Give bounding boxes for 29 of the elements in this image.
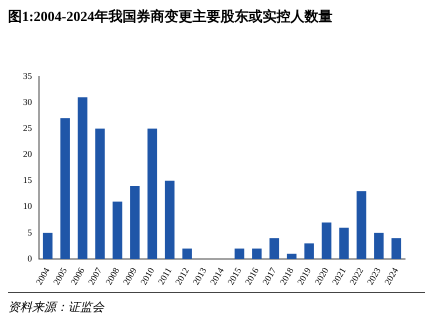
y-tick-label: 10	[23, 201, 32, 212]
bar	[234, 248, 244, 260]
bar	[374, 232, 384, 260]
bar	[147, 128, 158, 260]
bar	[339, 228, 349, 260]
y-tick-label: 20	[23, 149, 32, 160]
bar	[269, 238, 280, 260]
bar	[164, 180, 175, 260]
bar	[286, 254, 297, 260]
bar	[322, 222, 332, 260]
y-tick-label: 5	[28, 227, 32, 238]
bar	[252, 248, 262, 260]
y-tick-label: 0	[28, 253, 32, 264]
y-tick-label: 15	[23, 175, 32, 186]
bar	[182, 248, 192, 260]
bar	[391, 238, 402, 260]
bar	[95, 128, 105, 260]
y-tick-label: 25	[23, 122, 32, 133]
y-tick-label: 30	[23, 96, 32, 107]
bar	[130, 186, 140, 260]
chart-title: 图1:2004-2024年我国券商变更主要股东或实控人数量	[8, 8, 334, 27]
text: 资料来源：证监会	[8, 292, 425, 316]
bar	[60, 118, 70, 260]
bar	[78, 97, 88, 260]
bar	[112, 202, 122, 260]
bar	[42, 232, 53, 260]
bar	[304, 243, 314, 260]
y-tick-label: 35	[23, 70, 32, 81]
bar	[356, 191, 366, 260]
